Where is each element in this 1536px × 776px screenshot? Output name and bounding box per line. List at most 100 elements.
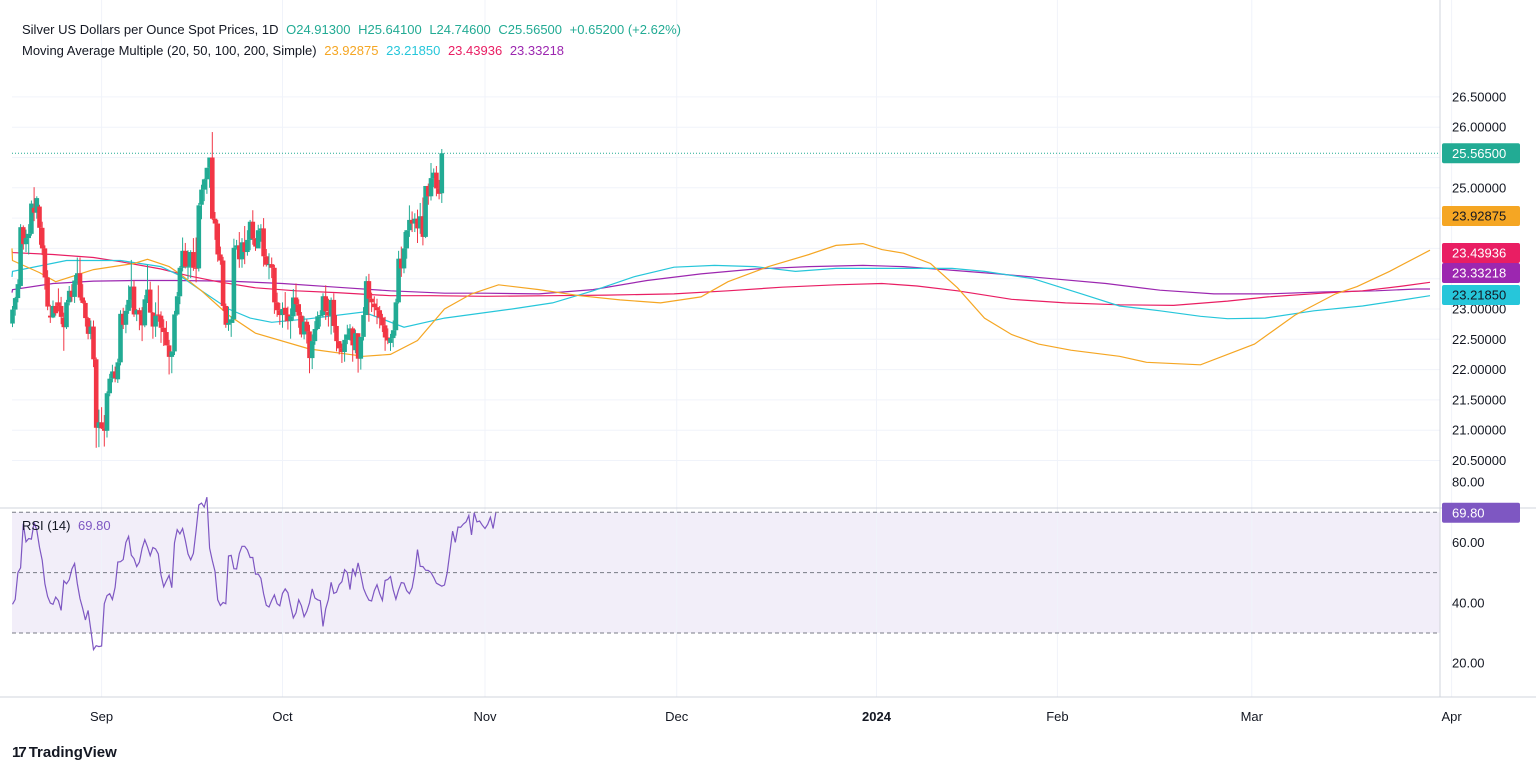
- candle: [85, 316, 91, 340]
- candle: [196, 202, 202, 272]
- candle: [50, 300, 56, 319]
- candle: [31, 187, 37, 222]
- candle: [72, 275, 77, 303]
- candle-body: [26, 233, 31, 239]
- candle: [110, 364, 115, 383]
- candle-body: [291, 297, 296, 317]
- candle: [355, 333, 361, 373]
- candle: [153, 302, 158, 337]
- legend-low: L24.74600: [429, 22, 491, 37]
- candle-body: [318, 315, 323, 317]
- candle-body: [312, 328, 318, 342]
- legend-ma20: 23.92875: [324, 43, 379, 58]
- price-tick-label: 20.50000: [1452, 453, 1506, 468]
- candle: [104, 391, 110, 438]
- legend-change: +0.65200 (+2.62%): [569, 22, 681, 37]
- candle-body: [439, 153, 445, 194]
- candle-body: [115, 362, 121, 380]
- candle: [315, 311, 320, 331]
- candle: [45, 270, 50, 311]
- candle-body: [199, 189, 204, 205]
- candle-body: [323, 296, 328, 312]
- candle-body: [72, 280, 77, 297]
- candle: [39, 221, 45, 256]
- ma-legend: Moving Average Multiple (20, 50, 100, 20…: [22, 43, 568, 58]
- candle: [399, 246, 404, 277]
- candle-body: [212, 218, 218, 224]
- candle-body: [399, 258, 404, 269]
- candle-body: [120, 313, 126, 325]
- candle-body: [255, 230, 261, 249]
- candle: [439, 149, 445, 203]
- candle-body: [166, 345, 172, 357]
- candle-body: [326, 312, 331, 316]
- tradingview-logo[interactable]: 17 TradingView: [12, 744, 117, 761]
- rsi-tick-label: 20.00: [1452, 656, 1485, 671]
- candle-body: [102, 428, 107, 431]
- candle-body: [77, 273, 83, 298]
- candle: [347, 324, 353, 341]
- ma200-tag-text: 23.33218: [1452, 266, 1506, 281]
- time-tick-label: Sep: [90, 709, 113, 724]
- candle-body: [385, 337, 391, 341]
- candle: [385, 328, 391, 345]
- candle-body: [58, 305, 64, 317]
- candle: [188, 250, 193, 279]
- candle-body: [99, 422, 104, 429]
- candle: [274, 292, 280, 317]
- candle-body: [156, 314, 161, 316]
- candle: [234, 239, 239, 250]
- candle-body: [409, 219, 415, 224]
- candle-body: [96, 422, 102, 428]
- candle-body: [161, 327, 166, 333]
- last-price-tag-text: 25.56500: [1452, 146, 1506, 161]
- candle: [366, 273, 372, 322]
- candle-body: [112, 371, 118, 379]
- candle-body: [172, 314, 177, 352]
- candle-body: [61, 317, 67, 328]
- candle: [245, 230, 250, 256]
- candle-body: [110, 371, 115, 379]
- candle-body: [369, 298, 374, 303]
- rsi-value-tag-text: 69.80: [1452, 505, 1485, 520]
- legend-ma100: 23.43936: [447, 43, 503, 58]
- candle: [48, 304, 53, 323]
- candle: [336, 341, 342, 355]
- ma200-line: [11, 264, 1430, 295]
- candle: [93, 357, 99, 448]
- candle-body: [75, 273, 80, 281]
- candle-body: [301, 321, 307, 335]
- candle-body: [237, 245, 242, 260]
- rsi-tick-label: 80.00: [1452, 475, 1485, 490]
- legend-open: O24.91300: [286, 22, 351, 37]
- last-price-tag-bg: [1442, 143, 1520, 164]
- candle: [134, 309, 139, 322]
- candle: [107, 373, 112, 397]
- ma20-tag-text: 23.92875: [1452, 209, 1506, 224]
- candle: [382, 316, 388, 351]
- candle: [320, 293, 326, 318]
- candle: [123, 304, 129, 334]
- candle-body: [104, 393, 110, 431]
- candle: [258, 224, 264, 242]
- candle: [264, 249, 269, 267]
- candle-body: [201, 179, 207, 190]
- candle-body: [39, 227, 45, 249]
- candle: [261, 218, 266, 267]
- price-tick-label: 25.00000: [1452, 180, 1506, 195]
- candle-body: [137, 310, 142, 315]
- candle: [420, 197, 426, 246]
- candle: [91, 320, 96, 368]
- candle: [404, 230, 409, 259]
- candle-body: [93, 359, 99, 428]
- candle-body: [266, 264, 272, 266]
- candle: [204, 167, 210, 194]
- candle-body: [23, 238, 29, 245]
- candle-body: [282, 307, 288, 315]
- candle: [201, 178, 207, 202]
- candle: [423, 185, 428, 239]
- candle-body: [91, 326, 96, 360]
- candle: [112, 366, 118, 383]
- candle: [369, 292, 374, 313]
